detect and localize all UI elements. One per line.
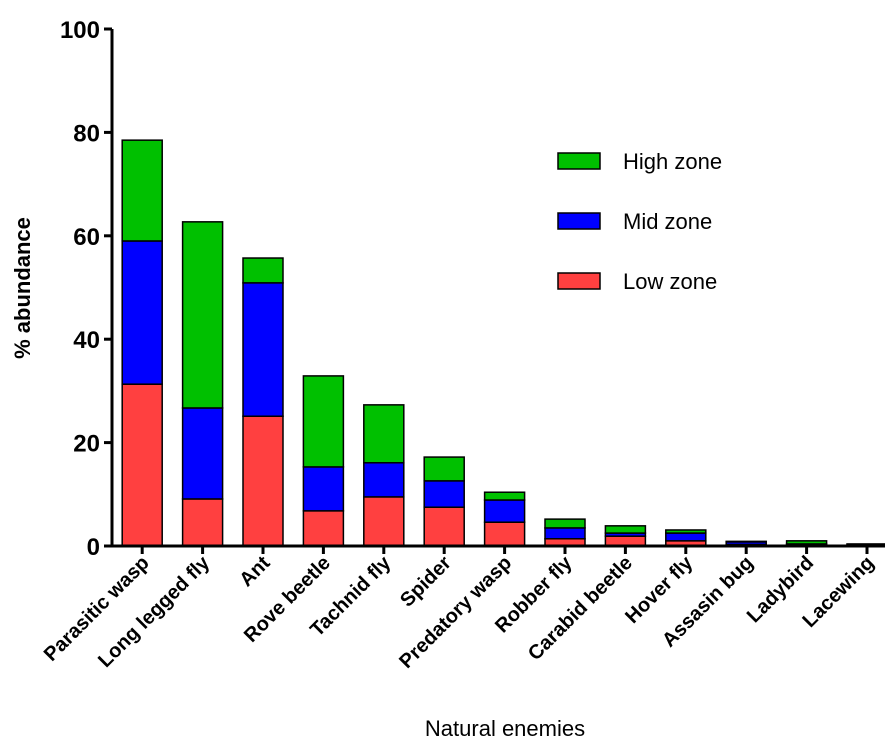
bar-segment [242, 257, 284, 284]
y-tick-label: 100 [60, 17, 100, 44]
legend-swatch [557, 272, 601, 290]
bar-segment [302, 466, 345, 512]
bar-segment [181, 498, 224, 547]
bar-segment [363, 462, 405, 498]
legend-label: High zone [623, 149, 722, 174]
x-tick-label: Ant [235, 552, 274, 591]
bar-segment [785, 540, 828, 545]
bar-segment [181, 221, 224, 409]
bar-segment [483, 499, 526, 523]
x-tick-label: Carabid beetle [524, 552, 637, 665]
legend-label: Mid zone [623, 209, 712, 234]
bar-segment [363, 496, 405, 547]
bar-segment [423, 456, 465, 482]
bar-segment [665, 532, 707, 542]
y-tick-label: 60 [73, 224, 100, 251]
bar-segment [483, 491, 526, 501]
y-tick-label: 0 [87, 534, 100, 561]
bar-segment [302, 375, 345, 468]
legend-swatch [557, 152, 601, 170]
bar-segment [423, 506, 465, 547]
bar-segment [363, 404, 405, 464]
y-tick-label: 40 [73, 327, 100, 354]
x-tick-label: Long legged fly [94, 551, 215, 672]
bar-segment [665, 529, 707, 534]
y-tick-label: 20 [73, 431, 100, 458]
y-axis-label: % abundance [10, 217, 35, 359]
bar-segment [302, 510, 345, 547]
x-tick-label: Spider [396, 552, 456, 612]
bar-segment [604, 525, 647, 534]
legend-swatch [557, 212, 601, 230]
bar-segment [121, 383, 163, 547]
bar-segment [242, 282, 284, 417]
bar-segment [121, 240, 163, 385]
x-axis-label: Natural enemies [425, 716, 585, 741]
legend-label: Low zone [623, 269, 717, 294]
bar-segment [483, 521, 526, 547]
x-tick-label: Parasitic wasp [40, 552, 154, 666]
bar-segment [725, 540, 767, 543]
bar-segment [544, 518, 586, 529]
bar-segment [423, 480, 465, 508]
bar-segment [181, 407, 224, 500]
x-tick-label: Predatory wasp [395, 552, 516, 673]
bar-segment [242, 415, 284, 547]
bar-segment [544, 527, 586, 540]
y-tick-label: 80 [73, 120, 100, 147]
bar-segment [121, 139, 163, 242]
